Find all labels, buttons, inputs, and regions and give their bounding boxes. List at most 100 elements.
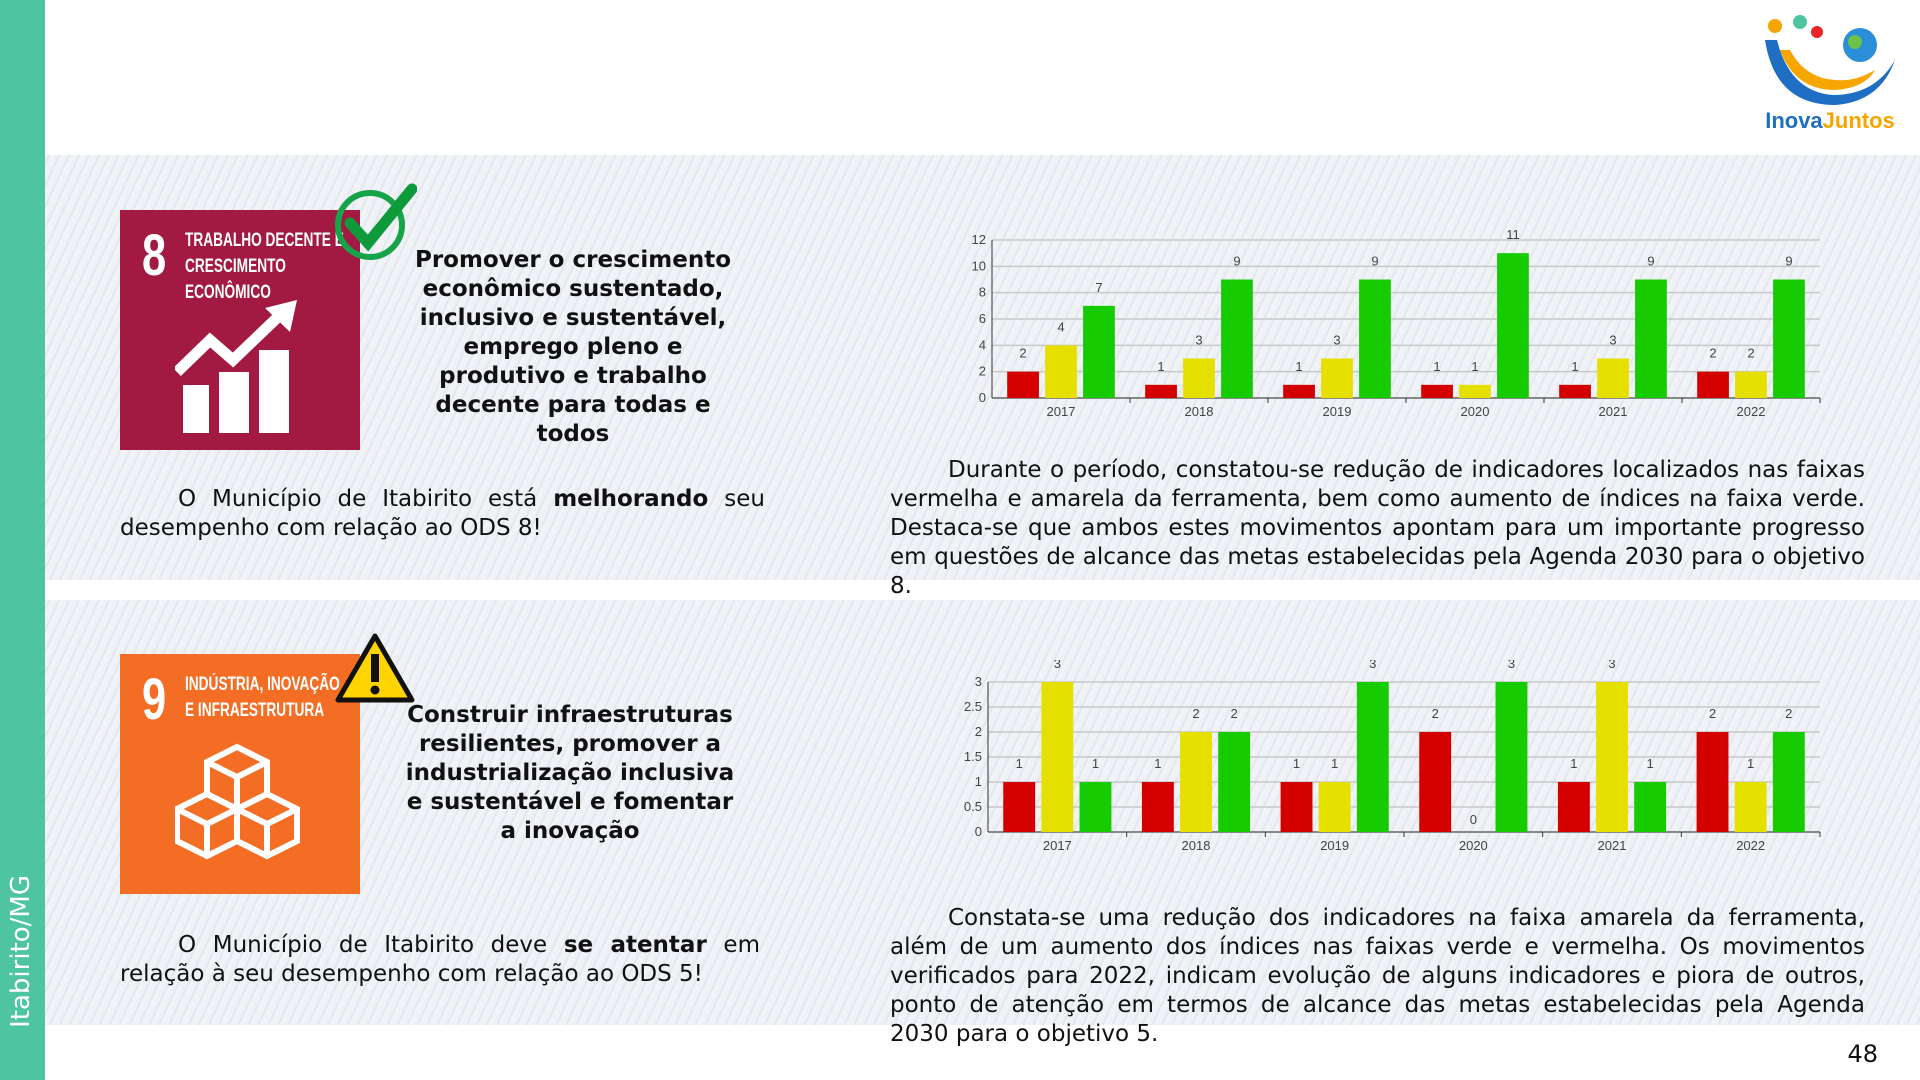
data-label: 3 [1369, 660, 1376, 671]
bar-vermelha [1419, 732, 1452, 832]
y-tick-label: 6 [979, 311, 986, 326]
data-label: 1 [1433, 359, 1440, 374]
bar-amarela [1596, 682, 1628, 832]
data-label: 4 [1057, 319, 1064, 334]
bar-vermelha [1280, 782, 1313, 832]
x-tick-label: 2018 [1182, 838, 1211, 853]
ods-title: TRABALHO DECENTE E CRESCIMENTO ECONÔMICO [185, 230, 344, 303]
bar-verde [1497, 253, 1529, 398]
bar-verde [1083, 305, 1115, 398]
data-label: 0 [1470, 812, 1477, 827]
bar-verde [1218, 732, 1251, 832]
data-label: 1 [1016, 756, 1023, 771]
y-tick-label: 12 [972, 232, 986, 247]
x-tick-label: 2017 [1047, 404, 1076, 419]
bar-amarela [1318, 782, 1351, 832]
ods-number: 8 [142, 223, 167, 288]
data-label: 1 [1471, 359, 1478, 374]
y-tick-label: 0 [979, 390, 986, 405]
ods8-tile: 8 TRABALHO DECENTE E CRESCIMENTO ECONÔMICO [120, 210, 360, 450]
data-label: 3 [1508, 660, 1515, 671]
data-label: 1 [1295, 359, 1302, 374]
data-label: 2 [1432, 706, 1439, 721]
cubes-icon [175, 743, 300, 860]
sidebar: Itabirito/MG [0, 0, 45, 1080]
data-label: 3 [1195, 333, 1202, 348]
bar-amarela [1180, 732, 1212, 832]
x-tick-label: 2021 [1598, 838, 1627, 853]
bar-verde [1773, 279, 1805, 398]
data-label: 1 [1647, 756, 1654, 771]
bar-verde [1359, 279, 1391, 398]
data-label: 2 [1747, 346, 1754, 361]
ods-number: 9 [142, 667, 167, 732]
x-tick-label: 2017 [1043, 838, 1072, 853]
y-tick-label: 1 [975, 774, 982, 789]
ods9-tile: 9 INDÚSTRIA, INOVAÇÃO E INFRAESTRUTURA [120, 654, 360, 894]
y-tick-label: 2 [979, 364, 986, 379]
growth-chart-icon [175, 300, 297, 433]
bar-verde [1772, 732, 1805, 832]
data-label: 1 [1293, 756, 1300, 771]
y-tick-label: 2 [975, 724, 982, 739]
ods8-status: O Município de Itabirito está melhorando… [120, 486, 765, 541]
ods9-analysis: Constata-se uma redução dos indicadores … [890, 905, 1865, 1047]
bar-vermelha [1003, 782, 1036, 832]
page-number: 48 [1847, 1040, 1878, 1068]
data-label: 1 [1331, 756, 1338, 771]
data-label: 3 [1609, 333, 1616, 348]
x-tick-label: 2018 [1185, 404, 1214, 419]
bar-vermelha [1141, 782, 1174, 832]
x-tick-label: 2019 [1323, 404, 1352, 419]
data-label: 3 [1333, 333, 1340, 348]
logo-text-b: Juntos [1823, 108, 1895, 133]
bar-vermelha [1559, 384, 1591, 398]
data-label: 2 [1709, 346, 1716, 361]
bar-amarela [1597, 358, 1629, 398]
bar-amarela [1735, 371, 1767, 398]
x-tick-label: 2020 [1461, 404, 1490, 419]
bar-verde [1221, 279, 1253, 398]
bar-verde [1634, 782, 1667, 832]
data-label: 1 [1154, 756, 1161, 771]
data-label: 2 [1019, 346, 1026, 361]
x-tick-label: 2020 [1459, 838, 1488, 853]
bar-vermelha [1557, 782, 1590, 832]
y-tick-label: 4 [979, 337, 986, 352]
ods8-analysis: Durante o período, constatou-se redução … [890, 457, 1865, 599]
data-label: 2 [1709, 706, 1716, 721]
ods9-goal: Construir infraestruturas resilientes, p… [405, 702, 735, 844]
y-tick-label: 0.5 [964, 799, 982, 814]
data-label: 2 [1785, 706, 1792, 721]
bar-vermelha [1696, 732, 1729, 832]
bar-verde [1079, 782, 1112, 832]
y-tick-label: 0 [975, 824, 982, 839]
ods-title: INDÚSTRIA, INOVAÇÃO E INFRAESTRUTURA [185, 674, 340, 721]
bar-amarela [1321, 358, 1353, 398]
bar-amarela [1734, 782, 1767, 832]
check-circle-icon [335, 183, 417, 260]
y-tick-label: 2.5 [964, 699, 982, 714]
bar-amarela [1459, 384, 1491, 398]
bar-vermelha [1421, 384, 1453, 398]
data-label: 1 [1571, 359, 1578, 374]
data-label: 1 [1092, 756, 1099, 771]
bar-amarela [1183, 358, 1215, 398]
data-label: 9 [1371, 254, 1378, 269]
bar-verde [1495, 682, 1528, 832]
data-label: 9 [1647, 254, 1654, 269]
bar-amarela [1045, 345, 1077, 398]
bar-vermelha [1697, 371, 1729, 398]
bar-verde [1635, 279, 1667, 398]
data-label: 9 [1233, 254, 1240, 269]
bar-amarela [1041, 682, 1074, 832]
bar-vermelha [1145, 384, 1177, 398]
y-tick-label: 10 [972, 258, 986, 273]
logo-text-a: Inova [1765, 108, 1823, 133]
y-tick-label: 3 [975, 674, 982, 689]
warning-icon [335, 633, 415, 703]
bar-verde [1356, 682, 1389, 832]
data-label: 1 [1747, 756, 1754, 771]
